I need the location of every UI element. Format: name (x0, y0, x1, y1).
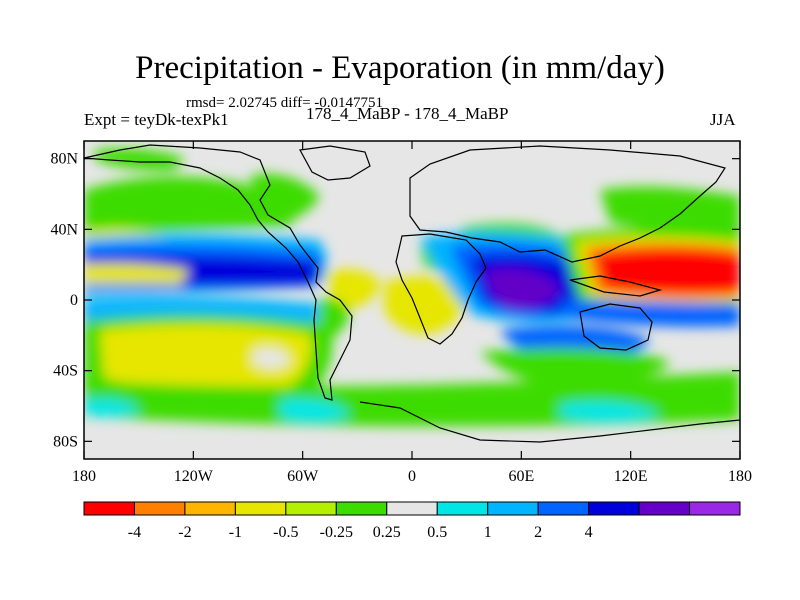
colorbar-box-8 (487, 501, 539, 516)
colorbar-boxes (83, 501, 741, 516)
colorbar-label-0: -4 (128, 524, 141, 541)
colorbar-label-1: -2 (178, 524, 191, 541)
colorbar-box-10 (588, 501, 640, 516)
colorbar-box-9 (537, 501, 590, 516)
colorbar: -4 -2 -1 -0.5 -0.25 0.25 0.5 1 2 4 (83, 501, 741, 541)
x-tick-label-4: 60E (508, 468, 534, 485)
colorbar-label-3: -0.5 (273, 524, 298, 541)
colorbar-box-5 (335, 501, 388, 516)
x-tick-label-2: 60W (287, 468, 319, 485)
field-itcz-dry-yellow (84, 263, 190, 284)
axis-ticks: 180 120W 60W 0 60E 120E 180 80N 40N 0 40S 80S (50, 141, 752, 485)
colorbar-label-6: 0.5 (427, 524, 447, 541)
colorbar-label-8: 2 (534, 524, 542, 541)
y-tick-label-4: 80S (53, 433, 78, 450)
coastline-africa (395, 233, 487, 345)
x-tick-label-0: 180 (72, 468, 96, 485)
coastline-australia (579, 303, 653, 351)
y-tick-label-1: 40N (50, 221, 78, 238)
colorbar-label-5: 0.25 (373, 524, 401, 541)
field-layer (84, 148, 740, 427)
field-sa-yellow (325, 269, 380, 309)
field-africa-yellow (384, 276, 470, 335)
field-nw-pacific-green (600, 186, 740, 237)
colorbar-box-12 (689, 501, 741, 516)
plot-area: 180 120W 60W 0 60E 120E 180 80N 40N 0 40S 80S (50, 140, 752, 485)
coastline-maritime (569, 275, 663, 297)
stats-text: rmsd= 2.02745 diff= -0.0147751 (186, 95, 384, 111)
season-label: JJA (710, 110, 736, 129)
field-wp-south-blue (560, 300, 740, 327)
colorbar-labels: -4 -2 -1 -0.5 -0.25 0.25 0.5 1 2 4 (128, 524, 593, 541)
field-sp-yellow (100, 324, 312, 393)
x-tick-label-6: 180 (728, 468, 752, 485)
coastline-greenland (299, 145, 371, 181)
case-label: 178_4_MaBP - 178_4_MaBP (306, 104, 509, 123)
x-tick-label-1: 120W (174, 468, 214, 485)
y-tick-label-0: 80N (50, 151, 78, 168)
field-wp-red (595, 248, 740, 295)
field-sp-hole (252, 347, 290, 369)
field-so-cyan-b (560, 401, 660, 422)
colorbar-box-6 (386, 501, 438, 516)
field-nh-green-b (95, 148, 185, 171)
coastline-eurasia (409, 145, 726, 263)
colorbar-box-3 (234, 501, 287, 516)
coastline-americas (83, 144, 353, 401)
x-tick-label-3: 0 (408, 468, 416, 485)
colorbar-box-11 (638, 501, 691, 516)
field-nh-green-a (84, 176, 295, 235)
x-tick-label-5: 120E (614, 468, 648, 485)
chart-title: Precipitation - Evaporation (in mm/day) (135, 50, 665, 86)
y-tick-label-3: 40S (53, 363, 78, 380)
colorbar-box-1 (133, 501, 186, 516)
colorbar-label-4: -0.25 (320, 524, 353, 541)
coastline-antarctica (359, 401, 741, 443)
colorbar-box-4 (285, 501, 337, 516)
experiment-label: Expt = teyDk-texPk1 (84, 110, 229, 129)
field-io-purple (485, 268, 560, 311)
colorbar-box-7 (436, 501, 489, 516)
colorbar-label-2: -1 (229, 524, 242, 541)
field-so-cyan-a (280, 398, 350, 422)
field-io-south-green (480, 347, 670, 385)
colorbar-box-0 (83, 501, 135, 516)
y-tick-label-2: 0 (70, 292, 78, 309)
field-sa-green (318, 298, 350, 340)
colorbar-label-7: 1 (484, 524, 492, 541)
colorbar-box-2 (184, 501, 236, 516)
colorbar-label-9: 4 (585, 524, 593, 541)
field-nh-green-c (250, 173, 320, 221)
field-so-cyan-c (84, 398, 140, 417)
coastlines (83, 144, 741, 443)
